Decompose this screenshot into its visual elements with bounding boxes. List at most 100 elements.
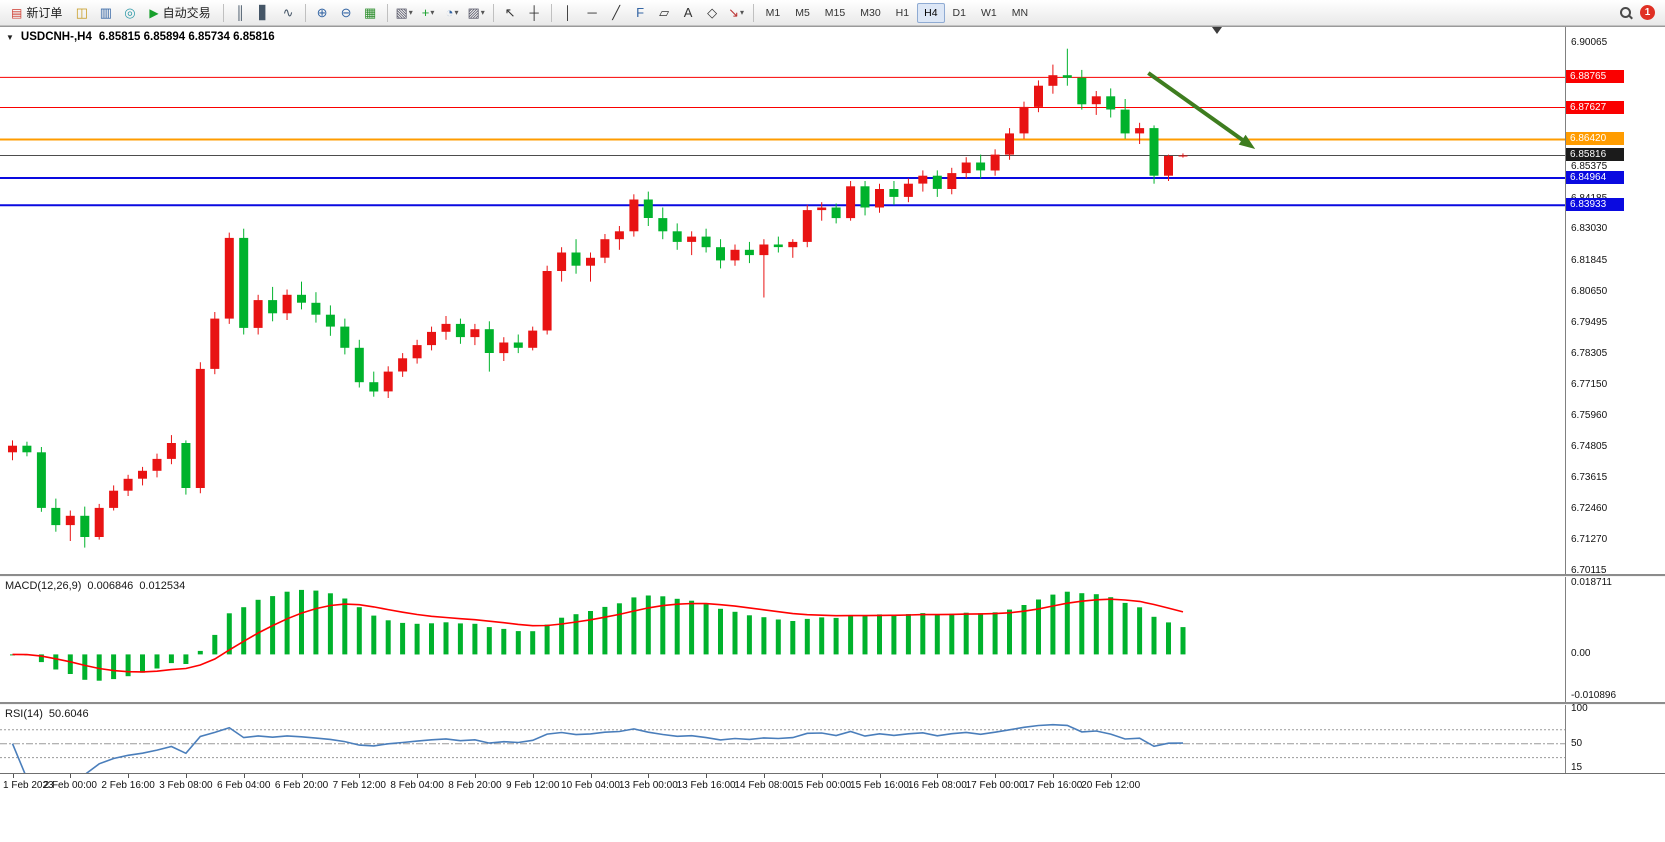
fibonacci-icon: F xyxy=(636,5,645,20)
macd-axis[interactable]: 0.018711 0.00 -0.010896 xyxy=(1565,577,1664,702)
dropdown-caret-icon: ▾ xyxy=(480,8,485,17)
time-axis-label: 2 Feb 16:00 xyxy=(101,780,155,791)
trendline-button[interactable]: ╱ xyxy=(605,2,628,24)
rsi-axis-label: 15 xyxy=(1571,762,1583,773)
chart-shift-marker-icon[interactable] xyxy=(1212,27,1222,34)
candlestick-chart-button[interactable]: ▋ xyxy=(253,2,276,24)
price-axis-label: 6.73615 xyxy=(1571,472,1608,484)
line-chart-button[interactable]: ∿ xyxy=(277,2,300,24)
rsi-panel: RSI(14) 50.6046 100 50 15 xyxy=(0,703,1665,773)
toolbox-button[interactable]: ◫ xyxy=(70,2,93,24)
time-tick xyxy=(648,774,650,778)
timeframe-m5-button[interactable]: M5 xyxy=(795,6,810,19)
time-tick xyxy=(417,774,419,778)
period-button[interactable]: ◔ ▾ xyxy=(441,2,464,24)
market-depth-button[interactable]: ▥ xyxy=(94,2,117,24)
horizontal-line-button[interactable]: ─ xyxy=(581,2,604,24)
chart-window: ▼ USDCNH-,H4 6.85815 6.85894 6.85734 6.8… xyxy=(0,26,1665,842)
new-order-button[interactable]: ▤ 新订单 xyxy=(4,1,69,24)
time-tick xyxy=(359,774,361,778)
candlestick-chart-icon: ▋ xyxy=(259,4,270,20)
vertical-line-button[interactable]: │ xyxy=(557,2,580,24)
crosshair-button[interactable]: ┼ xyxy=(523,2,546,24)
price-axis-label: 6.74805 xyxy=(1571,440,1608,452)
time-axis-label: 7 Feb 12:00 xyxy=(332,780,386,791)
main-chart-canvas[interactable] xyxy=(0,27,1565,574)
rsi-canvas[interactable] xyxy=(0,705,1565,773)
macd-axis-label: 0.00 xyxy=(1571,648,1591,660)
rsi-value: 50.6046 xyxy=(48,708,89,720)
time-axis-label: 16 Feb 08:00 xyxy=(907,780,967,791)
new-order-icon: ▤ xyxy=(11,5,23,20)
toolbar-separator xyxy=(222,3,224,22)
macd-axis-label: -0.010896 xyxy=(1571,690,1617,701)
time-axis-label: 17 Feb 00:00 xyxy=(965,780,1025,791)
price-axis-label: 6.77150 xyxy=(1571,378,1608,390)
notification-badge[interactable]: 1 xyxy=(1640,5,1655,20)
macd-panel: MACD(12,26,9) 0.006846 0.012534 0.018711… xyxy=(0,577,1665,702)
timeframe-w1-button[interactable]: W1 xyxy=(980,6,997,19)
main-chart-plot-area[interactable]: ▼ USDCNH-,H4 6.85815 6.85894 6.85734 6.8… xyxy=(0,27,1565,574)
new-chart-button[interactable]: ▧ ▾ xyxy=(393,2,416,24)
time-axis-label: 13 Feb 16:00 xyxy=(676,780,736,791)
search-button[interactable] xyxy=(1614,2,1637,24)
toolbar-separator xyxy=(550,3,552,22)
rsi-axis[interactable]: 100 50 15 xyxy=(1565,703,1664,773)
time-axis: 1 Feb 2023 2 Feb 00:00 2 Feb 16:00 3 Feb 08… xyxy=(0,773,1665,842)
toolbar-separator xyxy=(492,3,494,22)
text-button[interactable]: A xyxy=(677,2,700,24)
ohlc-toggle-icon[interactable]: ▼ xyxy=(6,32,14,42)
add-indicator-icon: + xyxy=(421,5,430,20)
price-axis-label: 6.80650 xyxy=(1571,286,1608,298)
panel-splitter[interactable] xyxy=(0,574,1665,577)
timeframe-m30-button[interactable]: M30 xyxy=(860,6,881,19)
timeframe-mn-button[interactable]: MN xyxy=(1011,6,1029,19)
tile-windows-button[interactable]: ▦ xyxy=(359,2,382,24)
virtual-hosting-button[interactable]: ◎ xyxy=(118,2,141,24)
templates-button[interactable]: ▨ ▾ xyxy=(465,2,488,24)
timeframe-m1-button[interactable]: M1 xyxy=(765,6,781,19)
time-tick xyxy=(185,774,187,778)
zoom-out-button[interactable]: ⊖ xyxy=(335,2,358,24)
timeframe-d1-button[interactable]: D1 xyxy=(952,6,966,19)
text-icon: A xyxy=(683,5,693,20)
time-axis-label: 15 Feb 16:00 xyxy=(850,780,909,791)
time-tick xyxy=(763,774,765,778)
channel-icon: ▱ xyxy=(659,4,670,20)
zoom-out-icon: ⊖ xyxy=(340,4,352,20)
cursor-icon: ↖ xyxy=(504,4,516,20)
algo-trading-button[interactable]: ▶ 自动交易 xyxy=(142,1,217,24)
shapes-button[interactable]: ◇ xyxy=(701,2,724,24)
price-axis-label: 6.70115 xyxy=(1571,565,1607,576)
macd-plot-area[interactable]: MACD(12,26,9) 0.006846 0.012534 xyxy=(0,577,1565,702)
rsi-plot-area[interactable]: RSI(14) 50.6046 xyxy=(0,705,1565,773)
macd-canvas[interactable] xyxy=(0,577,1565,702)
horizontal-line-icon: ─ xyxy=(587,5,597,20)
price-axis-label: 6.83030 xyxy=(1571,223,1608,235)
channel-button[interactable]: ▱ xyxy=(653,2,676,24)
timeframe-m15-button[interactable]: M15 xyxy=(824,6,846,19)
timeframe-h4-button[interactable]: H4 xyxy=(917,2,945,23)
zoom-in-button[interactable]: ⊕ xyxy=(311,2,334,24)
arrows-button[interactable]: ↘ ▾ xyxy=(725,2,748,24)
macd-name: MACD(12,26,9) xyxy=(5,580,82,592)
price-axis-label: 6.85375 xyxy=(1571,161,1608,173)
fibonacci-button[interactable]: F xyxy=(629,2,652,24)
main-chart-panel: ▼ USDCNH-,H4 6.85815 6.85894 6.85734 6.8… xyxy=(0,27,1665,576)
shapes-icon: ◇ xyxy=(707,4,718,20)
bar-chart-button[interactable]: ║ xyxy=(229,2,252,24)
indicators-button[interactable]: + ▾ xyxy=(417,2,440,24)
macd-axis-label: 0.018711 xyxy=(1571,577,1612,588)
time-tick xyxy=(1110,774,1112,778)
time-tick xyxy=(590,774,592,778)
price-axis[interactable]: 6.90065 6.85375 6.84185 6.83030 6.81845 6.806… xyxy=(1565,27,1664,576)
price-axis-label: 6.72460 xyxy=(1571,502,1608,514)
cursor-button[interactable]: ↖ xyxy=(499,2,522,24)
time-axis-label: 8 Feb 04:00 xyxy=(390,780,444,791)
panel-splitter[interactable] xyxy=(0,702,1665,705)
macd-label: MACD(12,26,9) 0.006846 0.012534 xyxy=(5,580,185,592)
timeframe-h1-button[interactable]: H1 xyxy=(895,6,910,19)
chart-title: ▼ USDCNH-,H4 6.85815 6.85894 6.85734 6.8… xyxy=(6,31,275,43)
rsi-axis-label: 100 xyxy=(1571,703,1588,714)
